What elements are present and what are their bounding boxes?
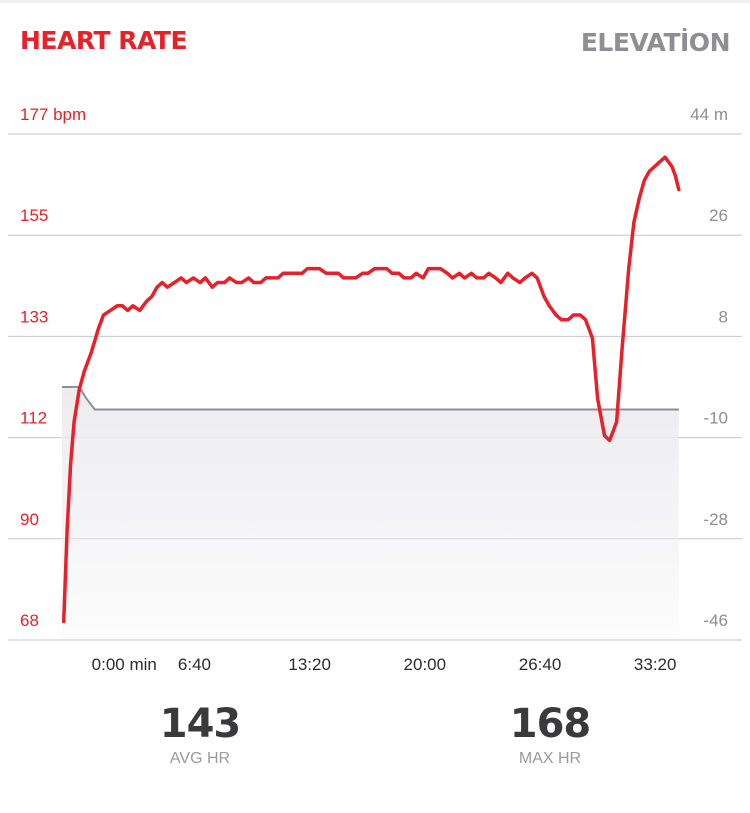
elevation-fill <box>62 387 679 640</box>
elevation-title: ELEVATİON <box>580 28 731 57</box>
left-tick-label: 68 <box>20 611 39 630</box>
max-hr-stat: 168 MAX HR <box>450 700 650 768</box>
time-tick-label: 0:00 min <box>92 655 157 674</box>
left-tick-label: 133 <box>20 307 48 326</box>
time-axis-ticks: 0:00 min 6:40 13:20 20:00 26:40 33:20 <box>92 655 677 674</box>
left-tick-label: 155 <box>20 206 48 225</box>
heart-rate-line <box>61 155 681 624</box>
right-tick-label: 44 m <box>690 105 728 124</box>
heart-rate-elevation-chart: 177 bpm 155 133 112 90 68 44 m 26 8 -10 -28 -46 0:… <box>8 105 742 674</box>
max-hr-value: 168 <box>509 701 592 747</box>
elevation-area <box>62 386 679 640</box>
time-tick-label: 13:20 <box>288 655 331 674</box>
max-hr-label: MAX HR <box>518 750 582 767</box>
right-tick-label: 8 <box>719 307 728 326</box>
heart-rate-series <box>61 155 681 624</box>
left-tick-label: 90 <box>20 510 39 529</box>
right-tick-label: -10 <box>703 409 728 428</box>
time-tick-label: 6:40 <box>178 655 211 674</box>
time-tick-label: 20:00 <box>404 655 447 674</box>
time-tick-label: 26:40 <box>519 655 562 674</box>
right-tick-label: -28 <box>703 510 728 529</box>
avg-hr-value: 143 <box>159 701 242 747</box>
heart-rate-title: HEART RATE <box>20 26 188 55</box>
avg-hr-label: AVG HR <box>169 750 231 767</box>
left-tick-label: 177 bpm <box>20 105 86 124</box>
top-divider <box>0 0 750 3</box>
left-tick-label: 112 <box>20 409 47 428</box>
right-axis-ticks: 44 m 26 8 -10 -28 -46 <box>690 105 728 630</box>
time-tick-label: 33:20 <box>634 655 677 674</box>
left-axis-ticks: 177 bpm 155 133 112 90 68 <box>20 105 86 630</box>
avg-hr-stat: 143 AVG HR <box>100 700 300 768</box>
right-tick-label: -46 <box>703 611 728 630</box>
right-tick-label: 26 <box>709 206 728 225</box>
elevation-line <box>62 386 679 411</box>
